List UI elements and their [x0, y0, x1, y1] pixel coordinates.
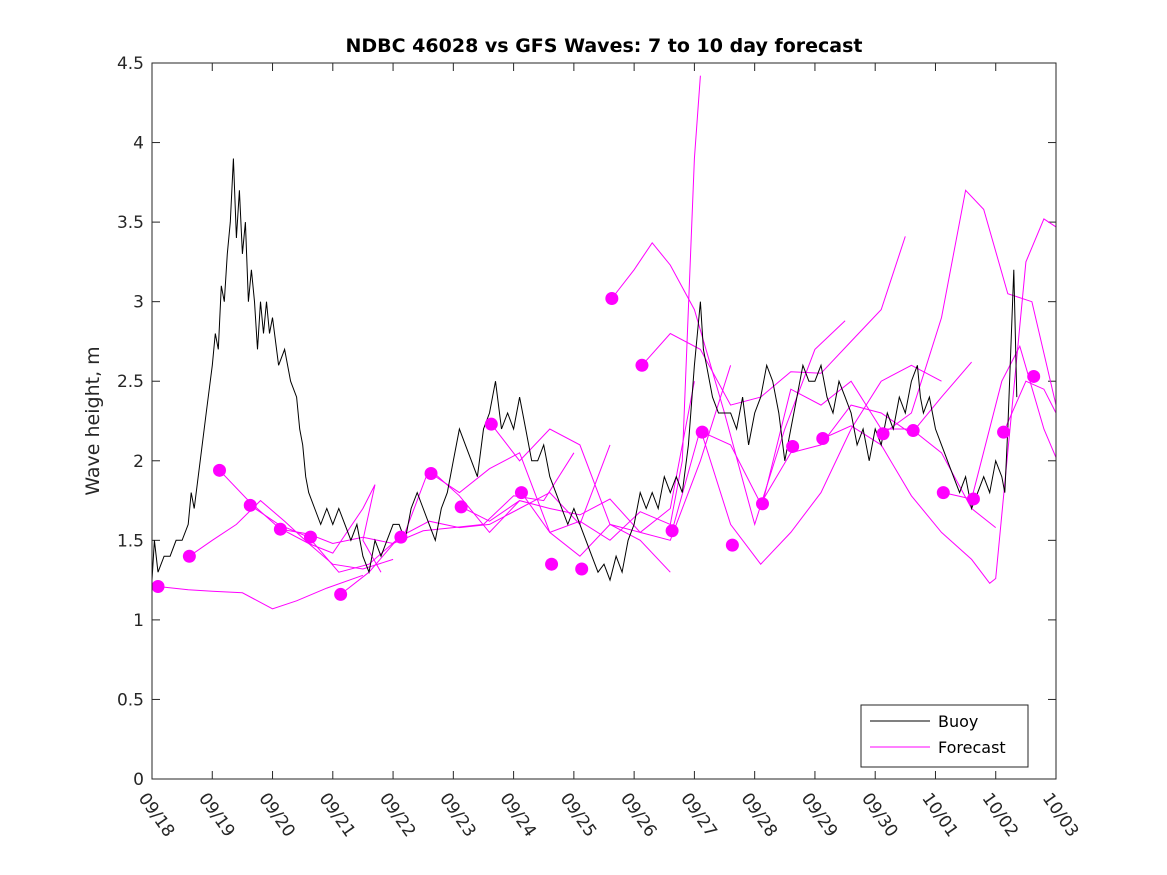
forecast-marker	[454, 500, 468, 514]
y-tick-label: 2.5	[117, 372, 144, 392]
forecast-marker	[514, 486, 528, 500]
forecast-marker	[906, 424, 920, 438]
forecast-marker	[334, 587, 348, 601]
y-tick-label: 3	[133, 293, 144, 313]
forecast-marker	[756, 497, 770, 511]
forecast-marker	[1027, 369, 1041, 383]
forecast-marker	[725, 538, 739, 552]
forecast-marker	[966, 492, 980, 506]
y-tick-label: 1.5	[117, 531, 144, 551]
forecast-marker	[424, 467, 438, 481]
forecast-marker	[786, 439, 800, 453]
forecast-marker	[997, 425, 1011, 439]
y-tick-label: 2	[133, 452, 144, 472]
chart-title: NDBC 46028 vs GFS Waves: 7 to 10 day for…	[345, 35, 862, 57]
forecast-line	[701, 361, 972, 505]
y-tick-label: 3.5	[117, 213, 144, 233]
forecast-line	[340, 444, 611, 595]
forecast-line	[822, 218, 1057, 585]
forecast-marker	[243, 498, 257, 512]
forecast-marker	[936, 486, 950, 500]
forecast-line	[882, 189, 1057, 435]
forecast-line	[460, 381, 695, 534]
forecast-marker	[876, 427, 890, 441]
forecast-line	[943, 344, 1057, 500]
forecast-marker	[394, 530, 408, 544]
forecast-marker	[484, 417, 498, 431]
forecast-marker	[212, 463, 226, 477]
forecast-line	[641, 236, 906, 406]
forecast-marker	[575, 562, 589, 576]
y-tick-label: 0.5	[117, 690, 144, 710]
y-tick-label: 0	[133, 770, 144, 790]
forecast-line	[157, 574, 364, 610]
forecast-marker	[151, 579, 165, 593]
forecast-marker	[182, 549, 196, 563]
buoy-line	[151, 158, 1018, 582]
forecast-marker	[665, 524, 679, 538]
y-axis-label: Wave height, m	[82, 346, 104, 495]
forecast-marker	[545, 557, 559, 571]
plot-frame	[151, 62, 1057, 780]
y-tick-label: 4.5	[117, 54, 144, 74]
forecast-line	[671, 364, 942, 565]
legend-box	[860, 704, 1029, 768]
forecast-line	[189, 499, 394, 570]
forecast-marker	[635, 358, 649, 372]
series-layer	[151, 75, 1057, 610]
forecast-line	[1003, 380, 1057, 433]
forecast-marker	[605, 291, 619, 305]
plot-area	[152, 63, 1056, 779]
forecast-marker	[273, 522, 287, 536]
forecast-marker	[304, 530, 318, 544]
forecast-marker	[816, 432, 830, 446]
forecast-marker	[695, 425, 709, 439]
y-tick-label: 1	[133, 611, 144, 631]
forecast-line	[219, 469, 382, 573]
forecast-line	[520, 75, 701, 541]
y-tick-label: 4	[133, 134, 144, 154]
legend-buoy-label: Buoy	[938, 712, 978, 731]
legend-forecast-label: Forecast	[938, 738, 1006, 757]
forecast-line	[611, 241, 846, 527]
legend: Buoy Forecast	[860, 704, 1029, 768]
